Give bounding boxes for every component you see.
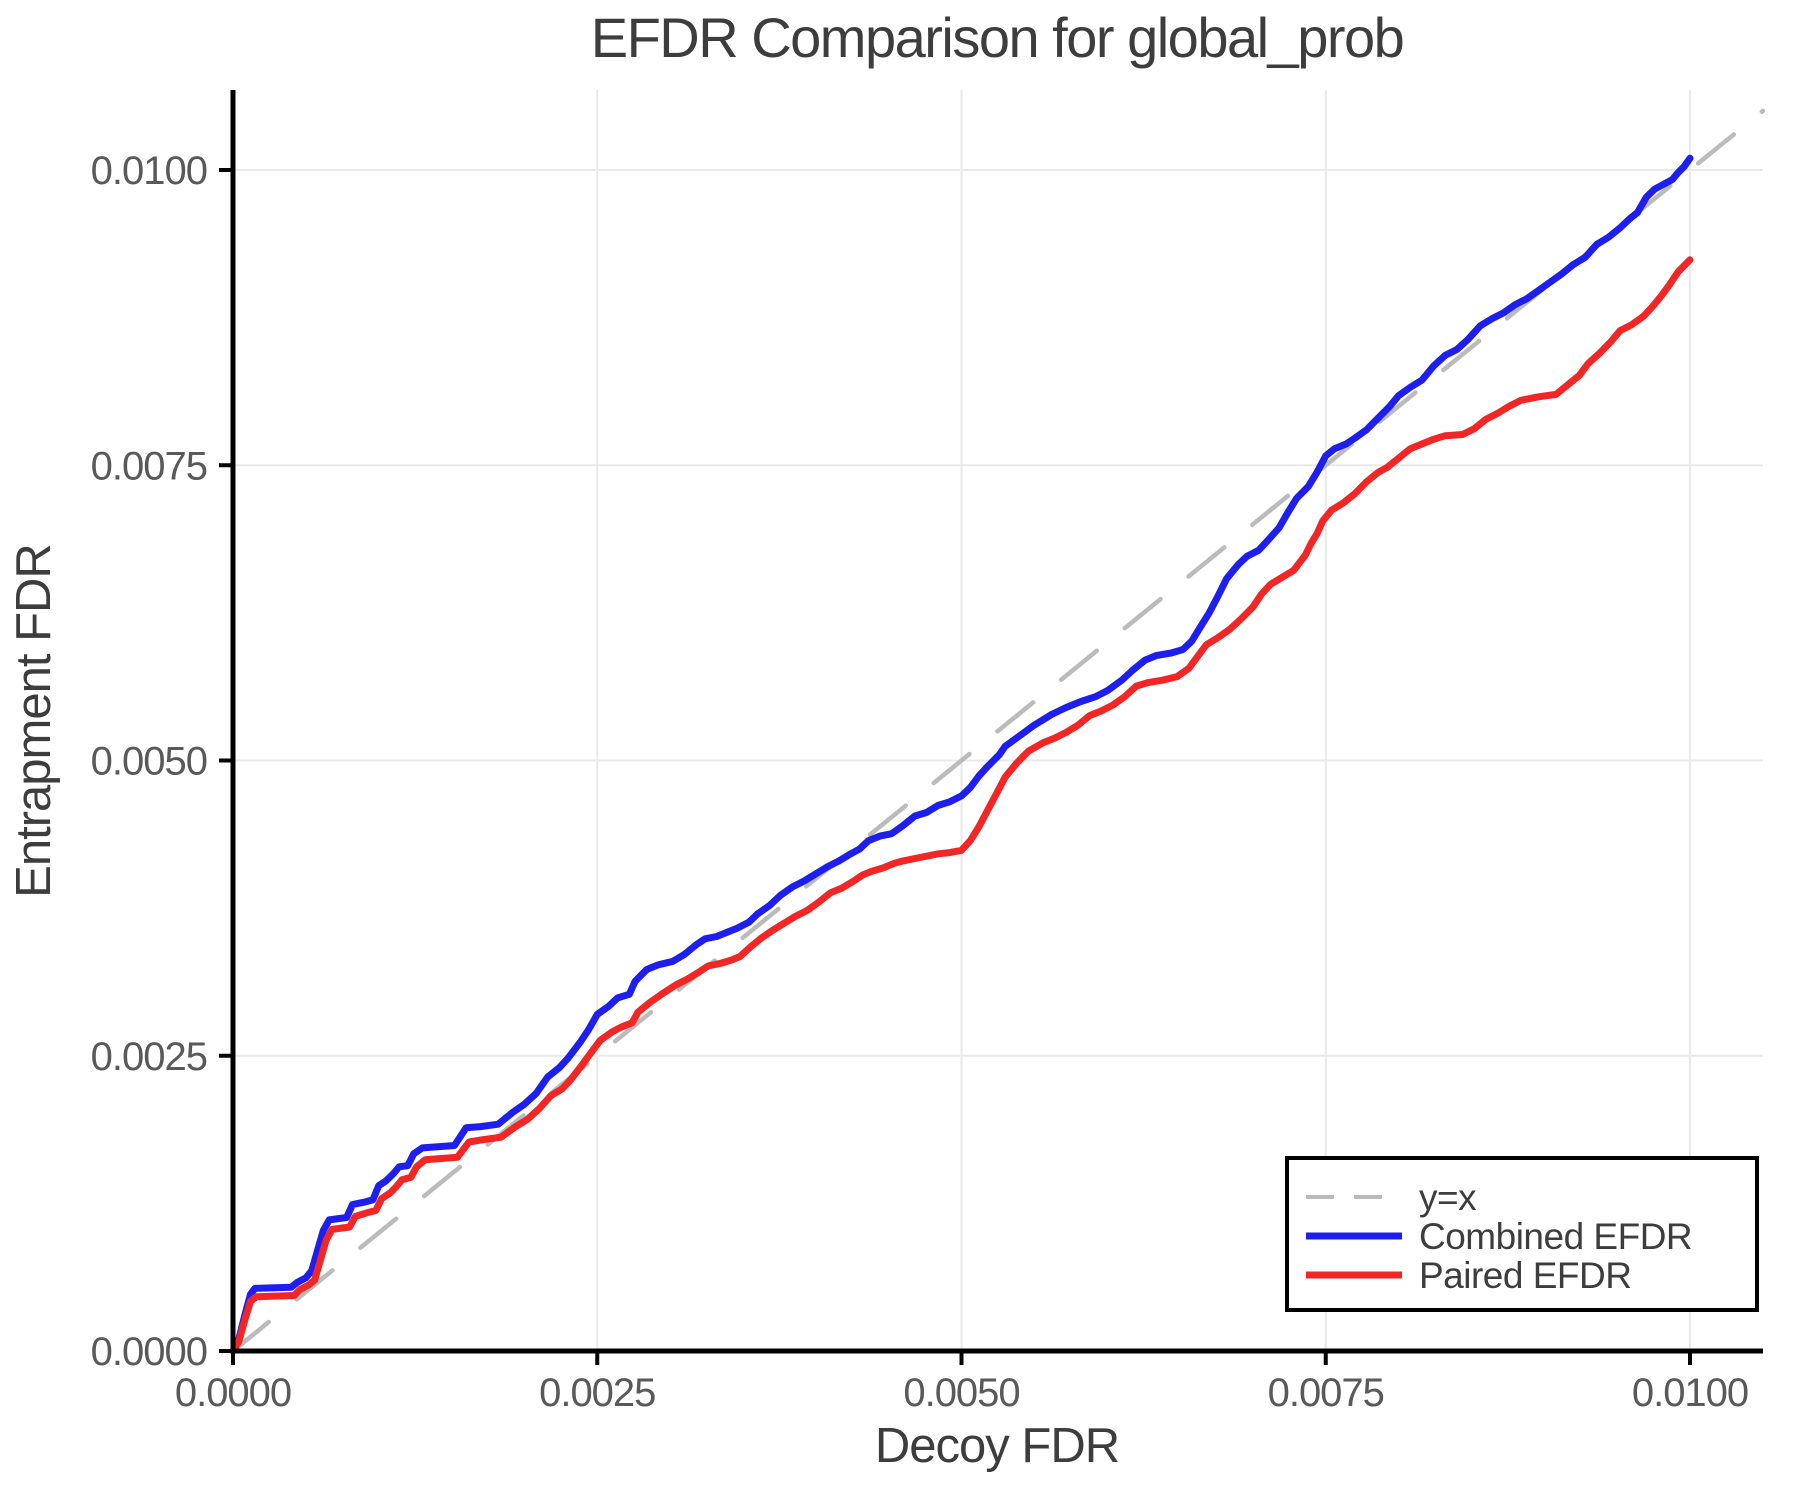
x-tick-labels: 0.0000 0.0025 0.0050 0.0075 0.0100 <box>175 1371 1749 1415</box>
legend-label: y=x <box>1419 1177 1477 1218</box>
x-tick-label: 0.0025 <box>539 1371 655 1415</box>
tick-marks <box>219 168 1692 1365</box>
chart-title: EFDR Comparison for global_prob <box>591 6 1404 69</box>
x-tick-label: 0.0100 <box>1632 1371 1748 1415</box>
legend-label: Combined EFDR <box>1419 1216 1692 1257</box>
legend-label: Paired EFDR <box>1419 1255 1631 1296</box>
data-series <box>229 108 1766 1355</box>
y-tick-label: 0.0100 <box>91 149 207 193</box>
x-tick-label: 0.0075 <box>1268 1371 1384 1415</box>
x-tick-label: 0.0050 <box>903 1371 1019 1415</box>
y-tick-label: 0.0000 <box>91 1330 207 1374</box>
series-y-x <box>230 108 1766 1354</box>
y-tick-label: 0.0075 <box>91 444 207 488</box>
x-tick-label: 0.0000 <box>175 1371 291 1415</box>
series-combined-efdr <box>229 154 1694 1355</box>
x-axis-label: Decoy FDR <box>875 1419 1119 1473</box>
y-tick-label: 0.0050 <box>91 740 207 784</box>
axes-spines <box>230 90 1763 1354</box>
series-paired-efdr <box>229 256 1694 1355</box>
y-tick-label: 0.0025 <box>91 1035 207 1079</box>
y-tick-labels: 0.0000 0.0025 0.0050 0.0075 0.0100 <box>91 149 208 1374</box>
y-axis-label: Entrapment FDR <box>7 544 61 898</box>
